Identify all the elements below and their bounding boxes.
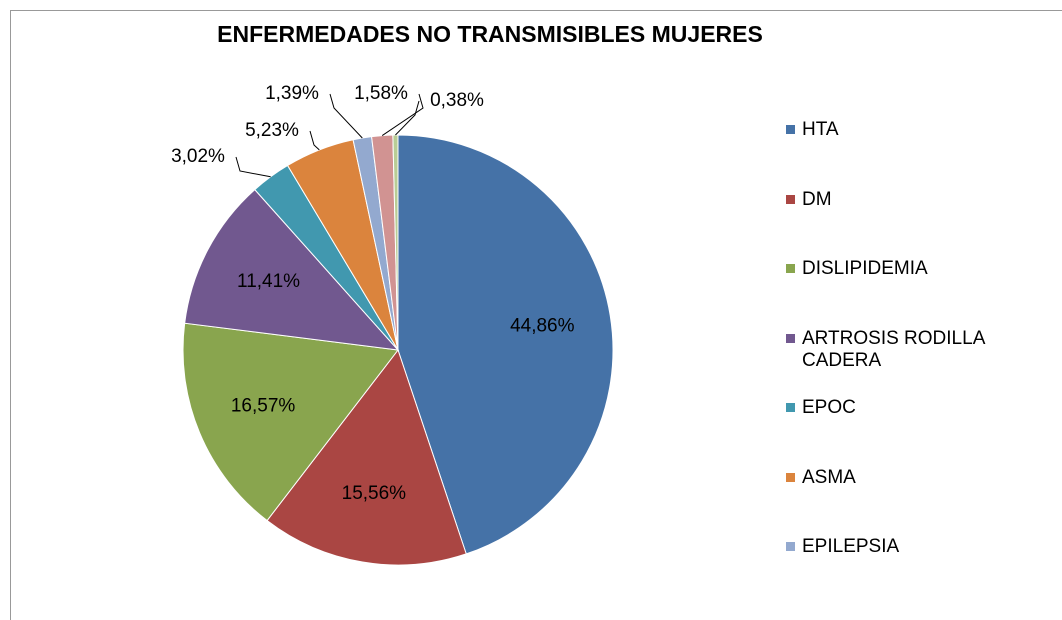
legend-label: DM xyxy=(802,188,832,210)
chart-title: ENFERMEDADES NO TRANSMISIBLES MUJERES xyxy=(217,21,763,47)
data-label: 16,57% xyxy=(231,395,296,416)
legend-key xyxy=(786,542,795,551)
legend-key xyxy=(786,125,795,134)
legend-label: HTA xyxy=(802,119,839,140)
legend-key xyxy=(786,333,795,343)
leader-line xyxy=(381,93,424,136)
pie-slice xyxy=(184,188,400,351)
legend-item: EPOC xyxy=(786,397,1032,419)
leader-line xyxy=(329,93,363,139)
pie-slice xyxy=(397,134,614,555)
legend-item: DM xyxy=(786,189,1032,211)
legend-item: HTA xyxy=(786,119,1032,141)
data-label: 1,39% xyxy=(265,83,319,104)
leader-line xyxy=(395,100,420,136)
legend-key xyxy=(786,403,795,412)
pie-slice xyxy=(182,322,399,522)
legend-label: ASMA xyxy=(802,466,856,488)
legend-key xyxy=(786,264,795,273)
data-label: 1,58% xyxy=(354,83,408,104)
data-label: 44,86% xyxy=(510,316,575,337)
legend-item: ARTROSIS RODILLA CADERA xyxy=(786,328,1032,372)
data-label: 11,41% xyxy=(237,271,300,292)
legend-item: DISLIPIDEMIA xyxy=(786,258,1032,280)
data-label: 15,56% xyxy=(342,483,407,504)
pie-slice xyxy=(266,348,467,566)
data-label: 3,02% xyxy=(171,146,225,167)
data-label: 0,38% xyxy=(430,90,484,111)
legend-label: EPOC xyxy=(802,397,856,418)
legend-label: DISLIPIDEMIA xyxy=(802,258,928,279)
leader-line xyxy=(235,156,271,178)
legend-label: EPILEPSIA xyxy=(802,536,900,557)
legend-item: ASMA xyxy=(786,467,1032,489)
frame xyxy=(10,10,1062,620)
legend-label: ARTROSIS RODILLA CADERA xyxy=(802,327,985,371)
data-label: 5,23% xyxy=(245,120,299,141)
legend-key xyxy=(786,194,795,204)
leader-line xyxy=(309,130,320,151)
legend-key xyxy=(786,472,795,482)
legend-item: EPILEPSIA xyxy=(786,536,1032,558)
